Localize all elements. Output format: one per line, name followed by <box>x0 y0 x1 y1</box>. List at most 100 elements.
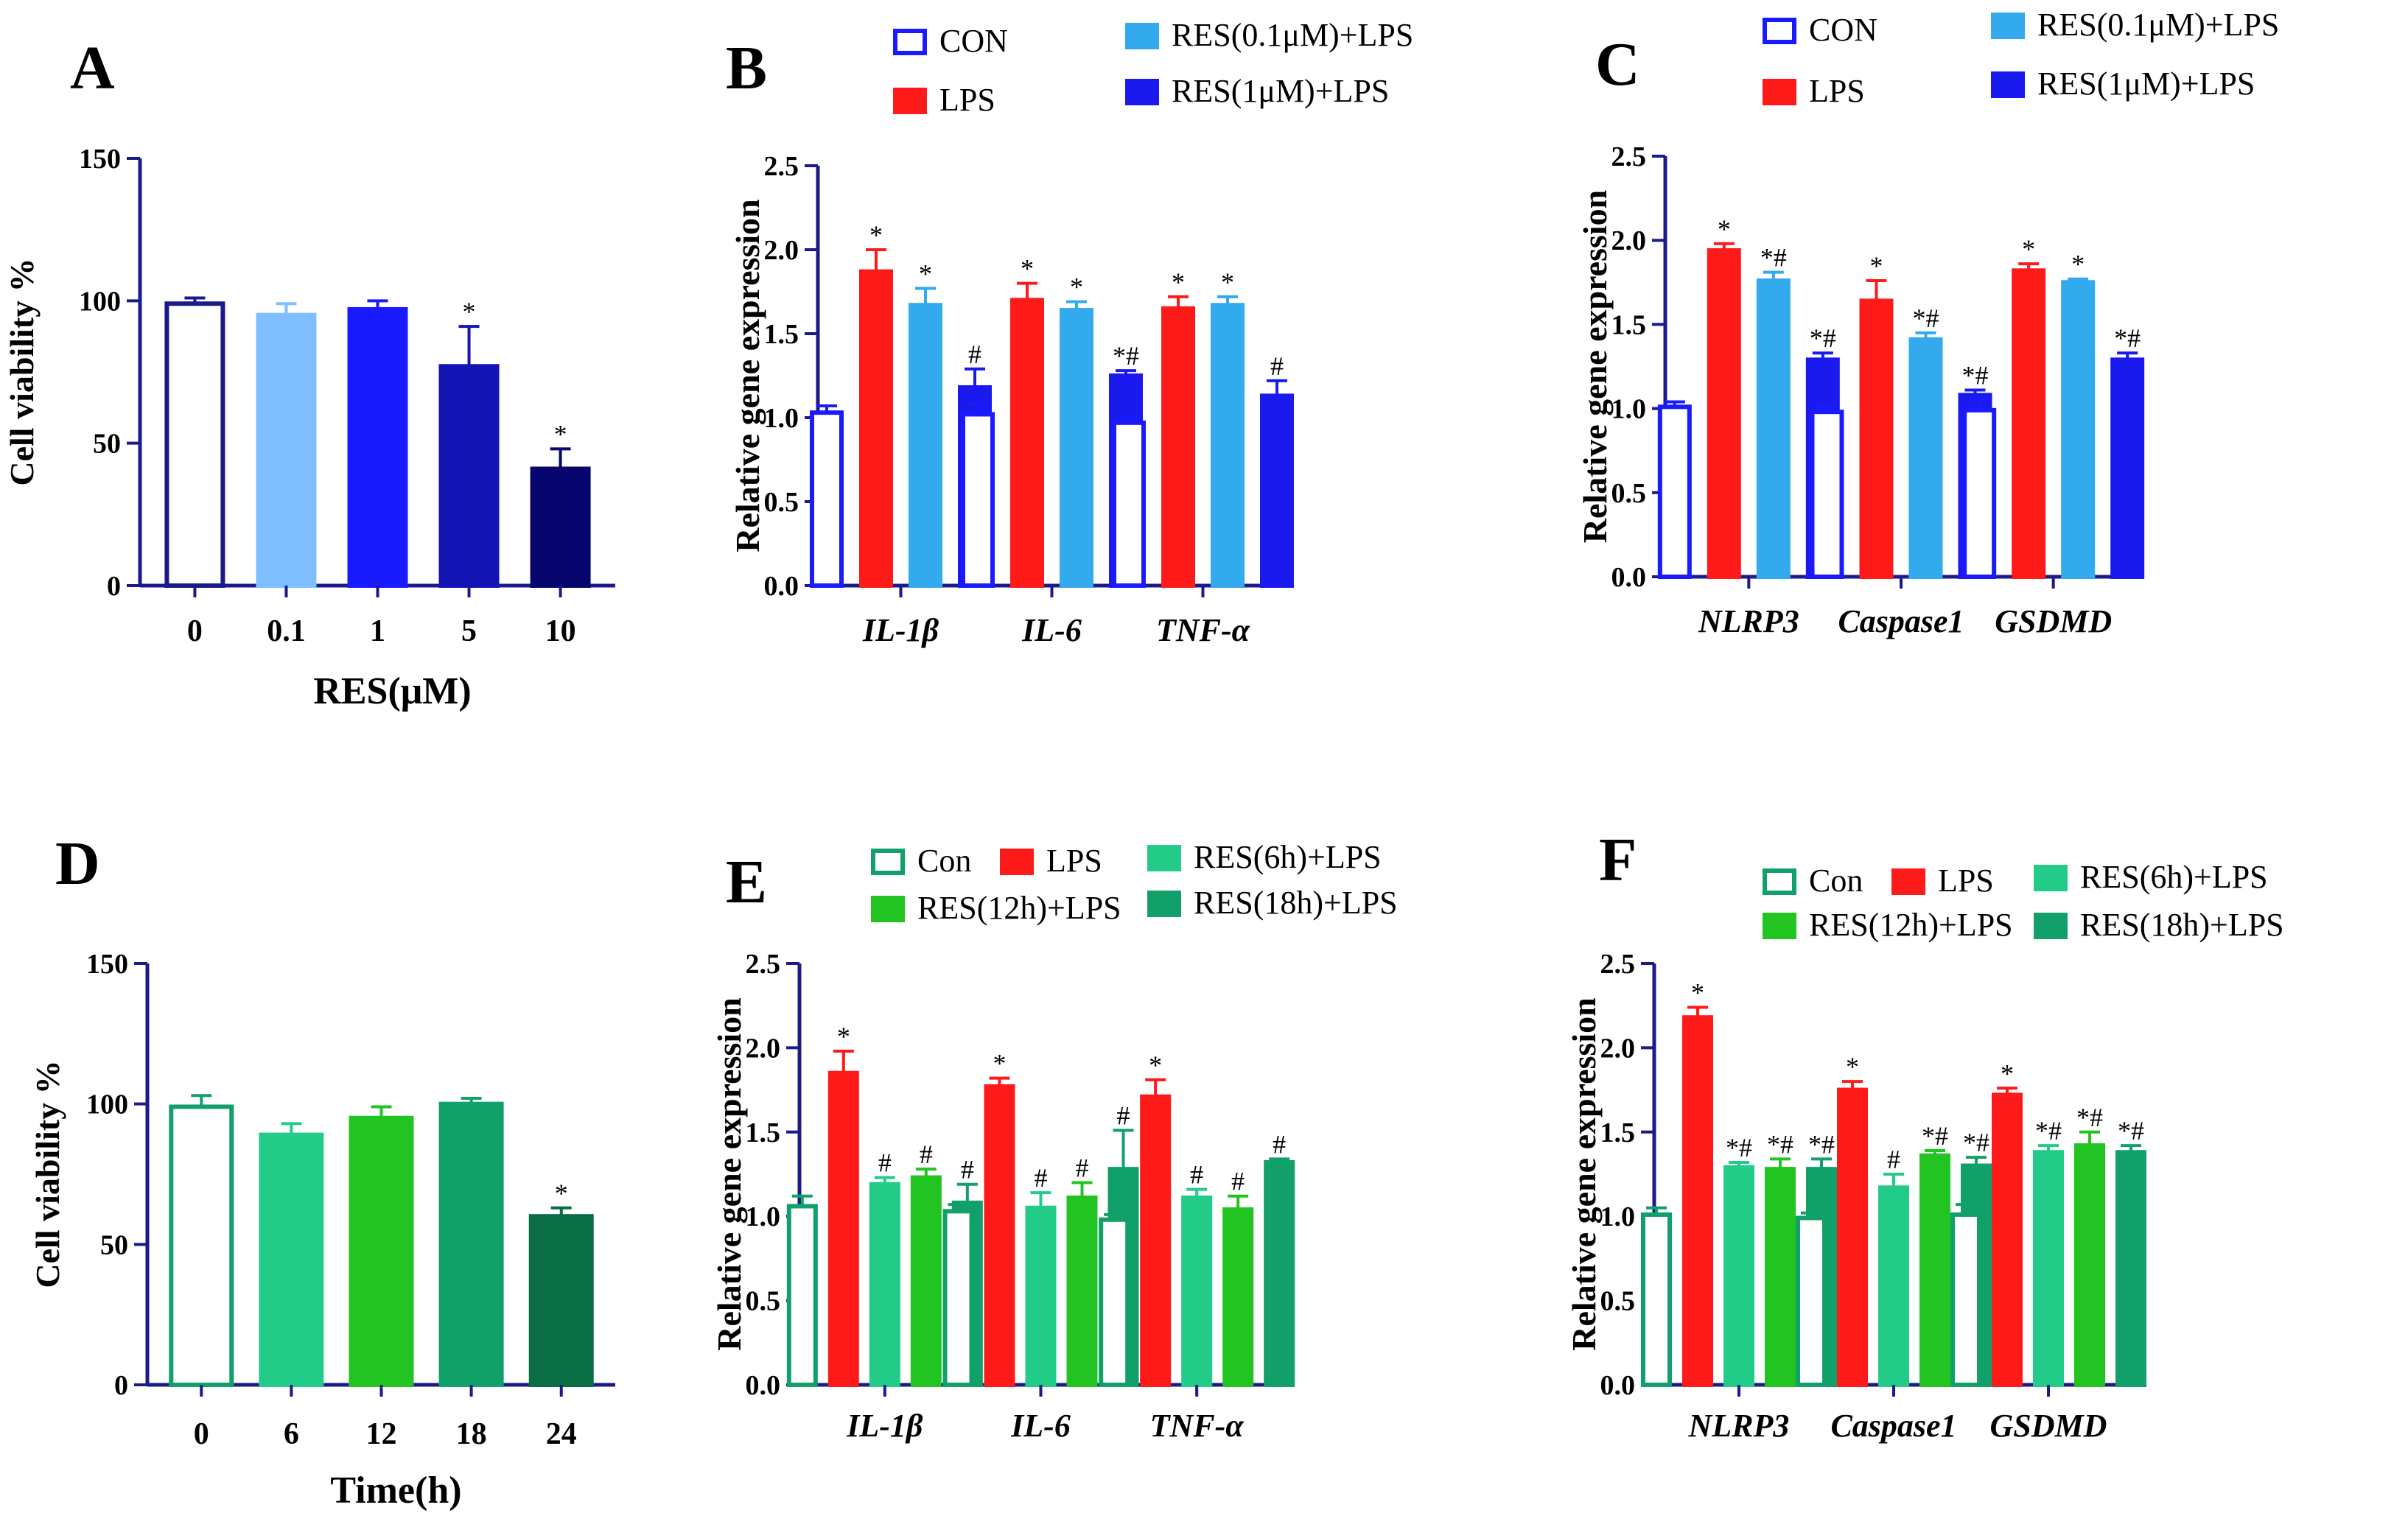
significance-label: * <box>554 419 567 449</box>
significance-label: # <box>878 1148 892 1178</box>
bar <box>869 1182 900 1388</box>
legend-label: RES(0.1μM)+LPS <box>1172 17 1413 53</box>
bar <box>1950 1212 1981 1387</box>
significance-label: *# <box>2114 323 2141 353</box>
significance-label: * <box>463 297 476 326</box>
legend-item: RES(6h)+LPS <box>2034 859 2268 895</box>
bar <box>349 1115 414 1387</box>
legend-item: CON <box>893 23 1008 59</box>
legend-swatch <box>871 849 905 875</box>
legend-item: Con <box>1763 863 1863 899</box>
y-tick-label: 2.0 <box>764 235 799 266</box>
x-tick-label: Caspase1 <box>1830 1408 1956 1444</box>
significance-label: * <box>1870 251 1883 281</box>
legend-swatch <box>2034 865 2068 891</box>
bar <box>859 269 893 588</box>
significance-label: # <box>1270 351 1284 381</box>
y-tick-label: 2.0 <box>1611 225 1647 256</box>
legend-item: RES(18h)+LPS <box>1147 885 1398 921</box>
legend-label: RES(1μM)+LPS <box>1172 73 1389 109</box>
y-tick-label: 1.0 <box>746 1201 781 1232</box>
y-axis-label: Cell viability % <box>3 258 41 485</box>
significance-label: *# <box>2035 1116 2062 1145</box>
bar <box>1908 337 1943 579</box>
legend-swatch <box>1763 913 1796 939</box>
significance-label: * <box>1221 267 1234 297</box>
y-tick-label: 1.0 <box>1600 1201 1636 1232</box>
y-tick-label: 0 <box>114 1370 128 1401</box>
x-tick-label: IL-6 <box>1021 612 1082 648</box>
legend-label: LPS <box>1809 73 1865 109</box>
significance-label: # <box>1117 1101 1130 1131</box>
y-tick-label: 1.5 <box>1611 309 1647 340</box>
bar <box>259 1132 324 1387</box>
bar <box>1181 1196 1213 1387</box>
significance-label: * <box>993 1049 1007 1078</box>
y-tick-label: 2.0 <box>1600 1033 1636 1064</box>
y-tick-label: 1.0 <box>1611 394 1647 425</box>
y-tick-label: 1.5 <box>1600 1117 1636 1148</box>
x-tick-label: GSDMD <box>1995 603 2112 639</box>
legend-swatch <box>1125 23 1159 49</box>
bar <box>942 1209 974 1388</box>
x-tick-label: 12 <box>366 1417 397 1451</box>
bar <box>1657 404 1692 579</box>
y-tick-label: 0.5 <box>1600 1286 1636 1317</box>
bar <box>530 466 591 589</box>
y-axis-label: Relative gene expression <box>710 997 748 1351</box>
significance-label: * <box>1846 1052 1859 1081</box>
y-tick-label: 1.0 <box>764 403 799 434</box>
x-tick-label: 0 <box>187 614 203 648</box>
bar <box>438 1101 504 1387</box>
bar <box>164 301 225 588</box>
bar <box>2033 1150 2064 1387</box>
y-tick-label: 0.0 <box>746 1370 781 1401</box>
significance-label: *# <box>1113 341 1139 371</box>
bar <box>1010 298 1044 588</box>
legend-item: RES(12h)+LPS <box>1763 907 2013 943</box>
bar <box>810 410 844 588</box>
significance-label: # <box>1035 1163 1048 1193</box>
bar <box>1919 1153 1950 1388</box>
legend-swatch <box>871 896 905 922</box>
legend-item: RES(6h)+LPS <box>1147 839 1382 875</box>
x-tick-label: 10 <box>545 614 576 648</box>
legend-label: RES(6h)+LPS <box>2080 859 2268 895</box>
legend-label: RES(0.1μM)+LPS <box>2037 7 2279 43</box>
legend-item: RES(1μM)+LPS <box>1125 73 1389 109</box>
panel-c: C 0.0 0.5 1.0 1.5 2.0 2.5 Relative gene express… <box>1576 7 2279 639</box>
panel-letter: C <box>1595 30 1640 99</box>
significance-label: # <box>961 1155 974 1184</box>
x-tick-label: 0.1 <box>267 614 306 648</box>
legend-label: RES(18h)+LPS <box>1194 885 1398 921</box>
significance-label: * <box>2022 234 2035 264</box>
x-tick-label: NLRP3 <box>1698 603 1799 639</box>
y-tick-label: 1.5 <box>746 1117 781 1148</box>
legend-swatch <box>1991 13 2025 39</box>
bar <box>1140 1094 1172 1387</box>
x-tick-label: IL-6 <box>1010 1408 1071 1444</box>
bar <box>2110 357 2145 579</box>
significance-label: * <box>869 220 883 250</box>
bar <box>1765 1167 1796 1387</box>
significance-label: * <box>555 1179 568 1208</box>
x-tick-label: TNF-α <box>1150 1408 1245 1444</box>
bar <box>528 1214 594 1387</box>
bar <box>2012 268 2046 579</box>
panel-letter: B <box>726 34 767 102</box>
legend-item: LPS <box>1891 863 1994 899</box>
legend-label: RES(6h)+LPS <box>1194 839 1382 875</box>
bar <box>1099 1217 1130 1387</box>
significance-label: *# <box>1767 1129 1793 1159</box>
legend-item: RES(18h)+LPS <box>2034 907 2284 943</box>
legend-swatch <box>1147 845 1181 871</box>
x-tick-label: 0 <box>194 1417 209 1451</box>
legend-label: RES(18h)+LPS <box>2080 907 2284 943</box>
y-tick-label: 1.5 <box>764 319 799 350</box>
legend-label: CON <box>939 23 1008 59</box>
y-tick-label: 0.5 <box>764 487 799 518</box>
significance-label: *# <box>1726 1133 1752 1162</box>
y-tick-label: 0.0 <box>1611 562 1647 593</box>
y-tick-label: 0.0 <box>1600 1370 1636 1401</box>
y-tick-label: 2.5 <box>746 949 781 980</box>
